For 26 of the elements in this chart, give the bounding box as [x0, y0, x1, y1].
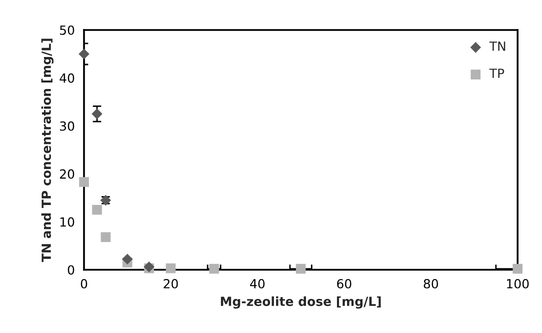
point	[122, 254, 133, 265]
y-tick-label: 30	[60, 121, 74, 131]
x-axis-title: Mg-zeolite dose [mg/L]	[220, 296, 381, 309]
x-tick-label: 100	[507, 278, 529, 288]
point	[100, 232, 111, 242]
point	[92, 204, 102, 215]
point	[296, 264, 306, 274]
x-tick-label: 20	[164, 278, 178, 288]
y-tick-label: 0	[68, 265, 74, 275]
point	[512, 264, 523, 274]
x-tick-label: 40	[250, 278, 265, 288]
x-tick-label: 0	[80, 278, 88, 288]
y-tick-label: 10	[60, 217, 74, 227]
x-tick-label: 60	[337, 278, 352, 288]
point	[92, 108, 102, 120]
point	[166, 263, 176, 274]
x-tick-label: 80	[424, 278, 438, 288]
point	[209, 264, 219, 274]
legend-label: TN	[489, 42, 506, 51]
y-tick-label: 20	[60, 169, 74, 179]
y-axis-title: TN and TP concentration [mg/L]	[41, 38, 54, 262]
legend-label: TP	[489, 68, 504, 78]
point	[79, 177, 89, 187]
y-tick-label: 50	[60, 25, 74, 35]
y-tick-label: 40	[60, 73, 74, 83]
point	[78, 48, 90, 60]
